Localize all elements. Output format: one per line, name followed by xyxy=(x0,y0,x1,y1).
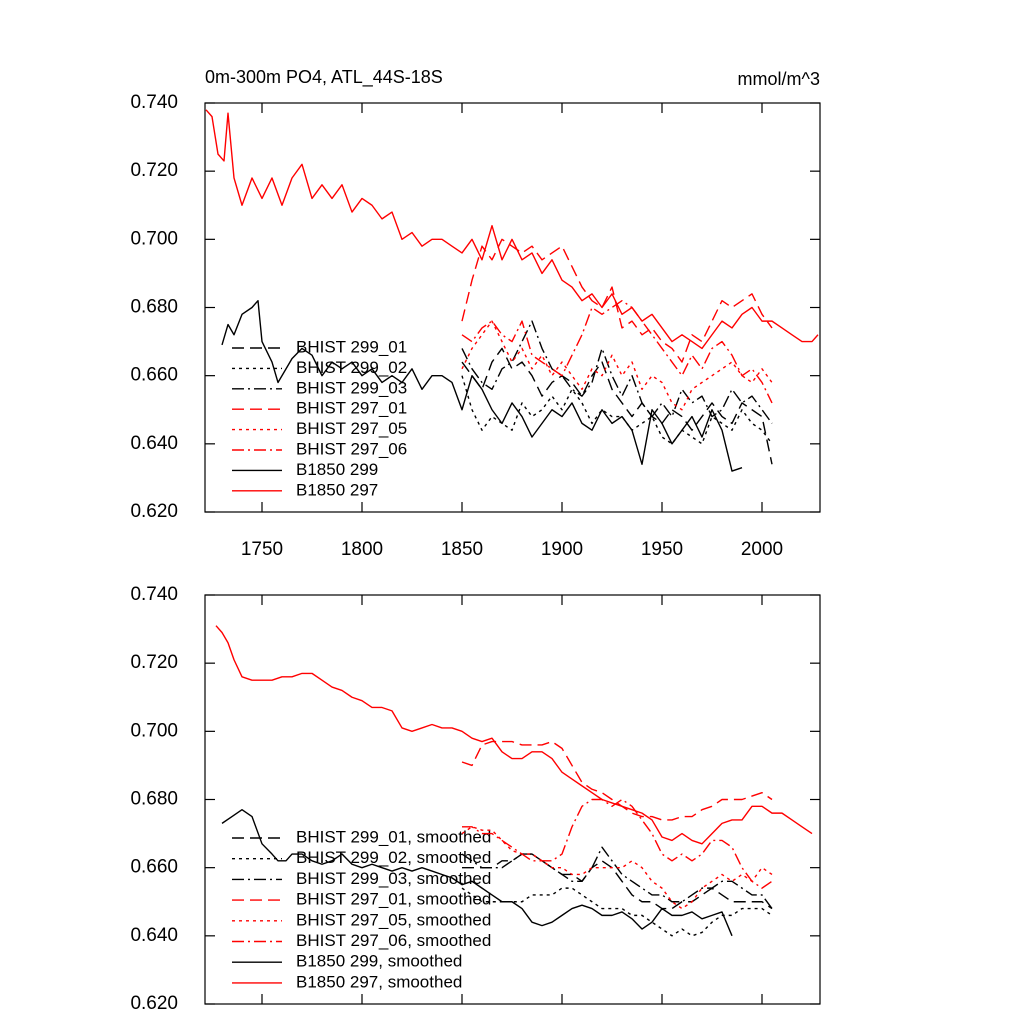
series-line xyxy=(462,853,773,910)
y-tick-label: 0.740 xyxy=(130,92,178,113)
y-tick-label: 0.680 xyxy=(130,789,178,810)
x-tick-label: 1800 xyxy=(341,539,383,560)
y-tick-label: 0.660 xyxy=(130,365,178,386)
x-tick-label: 1750 xyxy=(241,539,283,560)
y-tick-label: 0.680 xyxy=(130,297,178,318)
series-line xyxy=(221,299,743,472)
y-tick-label: 0.720 xyxy=(130,160,178,181)
y-tick-label: 0.720 xyxy=(130,652,178,673)
chart-title: 0m-300m PO4, ATL_44S-18S xyxy=(205,67,443,88)
legend-label: BHIST 297_06 xyxy=(296,439,407,458)
legend-label: BHIST 297_05 xyxy=(296,419,407,438)
series-line xyxy=(215,625,813,845)
legend-label: B1850 297, smoothed xyxy=(296,972,462,991)
legend-label: BHIST 299_03, smoothed xyxy=(296,869,491,888)
series-line xyxy=(461,740,773,821)
x-tick-label: 1900 xyxy=(541,539,583,560)
y-tick-label: 0.740 xyxy=(130,584,178,605)
y-tick-label: 0.640 xyxy=(130,433,178,454)
y-tick-label: 0.700 xyxy=(130,720,178,741)
legend-label: BHIST 299_01, smoothed xyxy=(296,827,491,846)
y-tick-label: 0.640 xyxy=(130,925,178,946)
legend-label: BHIST 297_05, smoothed xyxy=(296,910,491,929)
series-line xyxy=(205,109,819,350)
legend-label: BHIST 297_01 xyxy=(296,399,407,418)
series-line xyxy=(221,809,733,937)
legend-label: BHIST 297_01, smoothed xyxy=(296,890,491,909)
y-tick-label: 0.660 xyxy=(130,857,178,878)
legend-label: BHIST 299_01 xyxy=(296,337,407,356)
legend-label: B1850 299, smoothed xyxy=(296,952,462,971)
series-line xyxy=(461,826,773,910)
legend-label: BHIST 297_06, smoothed xyxy=(296,931,491,950)
legend-label: BHIST 299_02, smoothed xyxy=(296,848,491,867)
x-tick-label: 2000 xyxy=(741,539,783,560)
series-line xyxy=(461,887,773,937)
legend-label: B1850 297 xyxy=(296,480,378,499)
series-line xyxy=(461,320,773,411)
units-label: mmol/m^3 xyxy=(738,69,820,89)
y-tick-label: 0.620 xyxy=(130,993,178,1014)
series-line xyxy=(461,347,773,465)
series-line xyxy=(462,798,773,889)
legend-label: BHIST 299_02 xyxy=(296,358,407,377)
y-tick-label: 0.700 xyxy=(130,228,178,249)
x-tick-label: 1850 xyxy=(441,539,483,560)
x-tick-label: 1950 xyxy=(641,539,683,560)
series-line xyxy=(461,238,773,363)
legend-label: B1850 299 xyxy=(296,460,378,479)
series-line xyxy=(461,375,773,445)
legend-label: BHIST 299_03 xyxy=(296,378,407,397)
y-tick-label: 0.620 xyxy=(130,501,178,522)
